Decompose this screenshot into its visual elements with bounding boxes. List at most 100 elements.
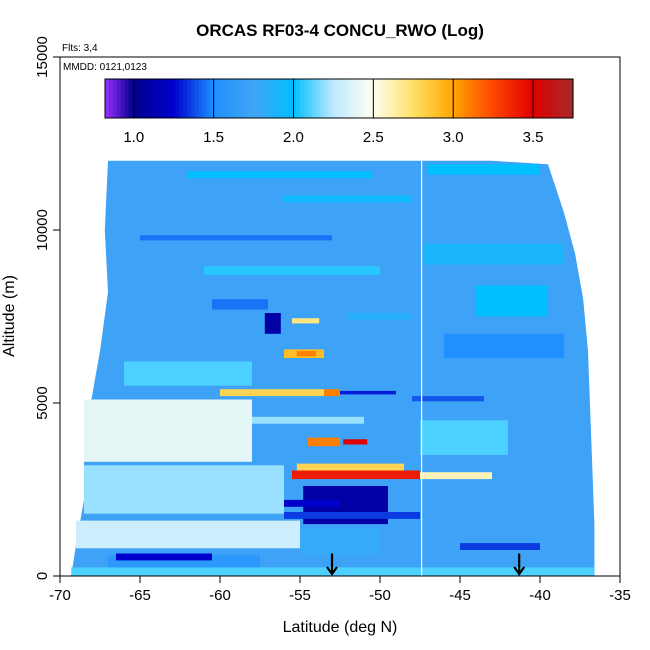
colorbar-swatch [417,79,422,118]
heat-cell [284,195,412,203]
colorbar-swatch [163,79,168,118]
heat-cell [476,285,548,317]
colorbar-swatch [541,79,547,118]
colorbar-swatch [569,79,574,118]
colorbar-swatch [537,79,543,118]
colorbar-tick-label: 1.5 [203,129,224,146]
colorbar-swatch [315,79,321,118]
x-axis-label: Latitude (deg N) [283,619,398,636]
x-tick-label: -55 [289,587,311,604]
colorbar-swatch [116,79,122,118]
heat-cell [124,361,252,386]
y-tick-label: 15000 [34,36,51,78]
heat-cell [412,396,484,402]
colorbar: 1.0 1.5 2.0 2.5 3.0 3.5 [104,78,574,146]
heat-cell [292,470,420,480]
colorbar-swatch [467,79,473,118]
colorbar-swatch [440,79,445,118]
heat-cell [428,164,540,175]
heat-cell [76,520,300,549]
colorbar-swatch [428,79,434,118]
colorbar-swatch [487,79,492,118]
arrow-markers [326,553,526,576]
colorbar-swatch [335,79,340,118]
colorbar-swatch [393,79,399,118]
colorbar-swatch [452,79,457,118]
heatmap-layer [71,160,595,576]
colorbar-tick-label: 2.5 [363,129,384,146]
colorbar-swatch [225,79,231,118]
heat-cell [84,465,284,514]
heat-cell [292,318,320,324]
colorbar-swatch [378,79,383,118]
colorbar-swatch [112,79,118,118]
heat-cell [308,437,340,447]
colorbar-swatch [331,79,336,118]
colorbar-swatch [502,79,508,118]
heat-cell [420,472,492,480]
colorbar-swatch [459,79,465,118]
colorbar-swatch [249,79,254,118]
colorbar-swatch [206,79,211,118]
colorbar-swatch [510,79,516,118]
colorbar-swatch [319,79,324,118]
colorbar-swatch [358,79,363,118]
colorbar-swatch [420,79,426,118]
heat-cell [348,313,412,320]
colorbar-swatch [307,79,313,118]
colorbar-swatch [561,79,566,118]
x-tick-label: -60 [209,587,231,604]
x-tick-label: -70 [49,587,71,604]
heat-cell [84,399,252,462]
heat-cell [212,299,268,310]
down-arrow-icon [513,553,526,576]
colorbar-swatch [413,79,418,118]
colorbar-swatch [167,79,172,118]
x-tick-label: -45 [449,587,471,604]
heat-cell [423,243,564,265]
colorbar-swatch [284,79,289,118]
colorbar-swatch [545,79,551,118]
colorbar-frame [104,78,574,119]
colorbar-swatch [159,79,165,118]
colorbar-swatch [463,79,469,118]
colorbar-swatch [526,79,531,118]
colorbar-swatch [530,79,535,118]
colorbar-swatch [401,79,406,118]
colorbar-swatch [518,79,523,118]
colorbar-swatch [323,79,328,118]
plot-frame [59,56,621,577]
colorbar-swatch [354,79,360,118]
colorbar-swatch [553,79,558,118]
colorbar-swatch [272,79,278,118]
colorbar-swatch [171,79,176,118]
colorbar-swatch [479,79,484,118]
colorbar-swatch [374,79,379,118]
colorbar-swatch [514,79,519,118]
colorbar-swatch [147,79,153,118]
y-tick-label: 0 [34,572,51,580]
x-tick-label: -35 [609,587,631,604]
colorbar-swatch [495,79,500,118]
colorbar-swatch [218,79,223,118]
x-tick-label: -50 [369,587,391,604]
colorbar-swatch [264,79,270,118]
heat-cell [220,389,324,397]
heat-cell [284,512,420,519]
colorbar-swatch [179,79,184,118]
colorbar-swatch [327,79,332,118]
heat-cell [264,313,281,334]
colorbar-swatch [339,79,344,118]
colorbar-swatch [534,79,539,118]
chart-title: ORCAS RF03-4 CONCU_RWO (Log) [196,21,484,40]
colorbar-swatch [237,79,243,118]
colorbar-swatch [522,79,527,118]
heat-cell [268,499,340,507]
colorbar-tick-label: 3.0 [443,129,464,146]
colorbar-swatch [288,79,293,118]
colorbar-swatch [124,79,129,118]
colorbar-swatch [268,79,274,118]
y-tick-label: 5000 [34,386,51,419]
x-tick-label: -65 [129,587,151,604]
heat-cell [340,390,396,395]
